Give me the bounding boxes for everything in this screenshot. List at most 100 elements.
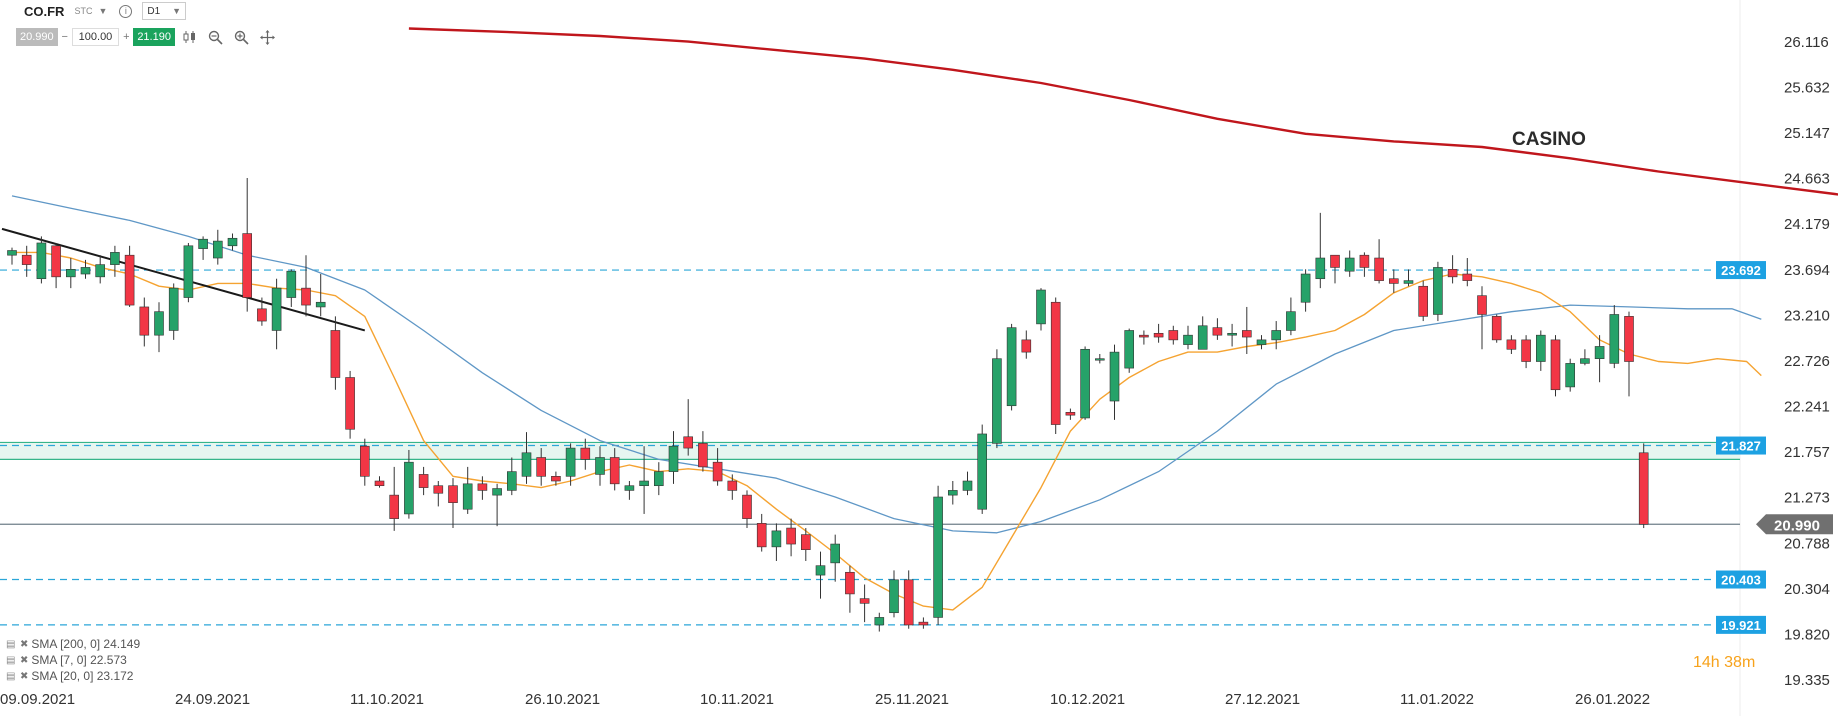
- candle[interactable]: [1418, 280, 1428, 322]
- candle[interactable]: [933, 485, 943, 625]
- close-icon[interactable]: ✖: [20, 638, 29, 650]
- candle[interactable]: [536, 448, 547, 486]
- indicator-legend-sma200[interactable]: ▤ ✖ SMA [200, 0] 24.149: [6, 637, 140, 651]
- candle[interactable]: [477, 476, 488, 500]
- sma-200-line[interactable]: [408, 27, 1838, 226]
- candle[interactable]: [580, 438, 591, 470]
- close-icon[interactable]: ✖: [20, 670, 29, 682]
- candle[interactable]: [1153, 323, 1164, 343]
- candle[interactable]: [433, 481, 444, 507]
- candle[interactable]: [462, 466, 473, 514]
- candle[interactable]: [301, 255, 311, 317]
- candle[interactable]: [315, 274, 326, 317]
- candle[interactable]: [1242, 306, 1252, 354]
- settings-icon[interactable]: ▤: [6, 638, 16, 650]
- timeframe-select[interactable]: D1 ▼: [142, 2, 187, 20]
- candle[interactable]: [1638, 443, 1649, 529]
- candle[interactable]: [1256, 335, 1267, 350]
- trend-line[interactable]: [1, 227, 366, 332]
- candle[interactable]: [609, 448, 620, 491]
- candle[interactable]: [227, 233, 238, 251]
- candle[interactable]: [903, 570, 914, 629]
- candle[interactable]: [95, 255, 105, 284]
- candle[interactable]: [595, 446, 605, 486]
- candle[interactable]: [1403, 269, 1414, 287]
- candle[interactable]: [7, 247, 17, 265]
- candle[interactable]: [521, 432, 532, 484]
- settings-icon[interactable]: ▤: [6, 654, 16, 666]
- candle[interactable]: [977, 424, 988, 514]
- quantity-input[interactable]: 100.00: [71, 28, 120, 46]
- candle[interactable]: [1065, 408, 1076, 420]
- candle[interactable]: [1021, 330, 1032, 359]
- candle[interactable]: [1359, 252, 1370, 277]
- candle[interactable]: [1565, 358, 1575, 392]
- crosshair-move-icon[interactable]: [257, 29, 279, 45]
- candle[interactable]: [1006, 323, 1017, 411]
- candle[interactable]: [565, 443, 576, 486]
- candle[interactable]: [242, 178, 252, 312]
- candle[interactable]: [698, 431, 708, 472]
- candle[interactable]: [859, 584, 870, 623]
- candle[interactable]: [624, 481, 635, 500]
- candle[interactable]: [1197, 316, 1208, 350]
- candle[interactable]: [551, 471, 561, 486]
- candle[interactable]: [492, 483, 502, 527]
- price-level-tag[interactable]: 21.827: [1716, 436, 1766, 455]
- candle[interactable]: [154, 302, 164, 353]
- candle[interactable]: [1506, 335, 1517, 354]
- candle[interactable]: [271, 278, 282, 350]
- candle[interactable]: [756, 513, 767, 552]
- candle[interactable]: [506, 457, 517, 496]
- candle[interactable]: [1624, 311, 1634, 397]
- increase-quantity-button[interactable]: +: [123, 31, 130, 43]
- candle[interactable]: [1447, 255, 1458, 284]
- candle[interactable]: [80, 259, 91, 279]
- candle[interactable]: [1139, 330, 1149, 345]
- candle[interactable]: [830, 534, 841, 582]
- candle[interactable]: [1550, 335, 1561, 397]
- candle[interactable]: [1521, 335, 1531, 369]
- candle[interactable]: [845, 565, 855, 613]
- indicator-legend-sma7[interactable]: ▤ ✖ SMA [7, 0] 22.573: [6, 653, 127, 667]
- candle[interactable]: [1095, 353, 1105, 364]
- candle[interactable]: [374, 476, 385, 488]
- candle[interactable]: [330, 316, 341, 390]
- candle[interactable]: [668, 431, 679, 484]
- sma-20-line[interactable]: [11, 195, 1762, 534]
- decrease-quantity-button[interactable]: −: [61, 31, 68, 43]
- indicator-legend-sma20[interactable]: ▤ ✖ SMA [20, 0] 23.172: [6, 669, 133, 683]
- candle[interactable]: [1594, 335, 1605, 383]
- close-icon[interactable]: ✖: [20, 654, 29, 666]
- candle[interactable]: [889, 570, 899, 618]
- buy-price-button[interactable]: 21.190: [133, 28, 175, 46]
- candle[interactable]: [800, 528, 811, 561]
- chart-type-icon[interactable]: [179, 29, 201, 45]
- candle[interactable]: [653, 462, 664, 496]
- candle[interactable]: [1433, 261, 1443, 322]
- candle[interactable]: [213, 229, 223, 265]
- zoom-in-icon[interactable]: [231, 29, 253, 45]
- candle[interactable]: [962, 471, 973, 496]
- candle[interactable]: [1124, 328, 1134, 373]
- candle[interactable]: [51, 242, 61, 289]
- candle[interactable]: [1080, 346, 1090, 420]
- candle[interactable]: [124, 245, 135, 307]
- candle[interactable]: [1271, 321, 1281, 350]
- candle[interactable]: [1050, 297, 1061, 434]
- candle[interactable]: [448, 478, 458, 529]
- candle[interactable]: [1286, 297, 1296, 336]
- candle[interactable]: [947, 481, 958, 505]
- candle[interactable]: [257, 297, 267, 326]
- candle[interactable]: [1183, 325, 1193, 350]
- candle[interactable]: [1330, 254, 1340, 284]
- candle[interactable]: [1109, 344, 1120, 420]
- candle[interactable]: [1227, 323, 1237, 347]
- candle[interactable]: [66, 258, 76, 289]
- candle[interactable]: [286, 269, 297, 307]
- candle[interactable]: [874, 612, 885, 632]
- candle[interactable]: [639, 446, 649, 514]
- candle[interactable]: [1315, 212, 1326, 289]
- candle[interactable]: [389, 466, 400, 531]
